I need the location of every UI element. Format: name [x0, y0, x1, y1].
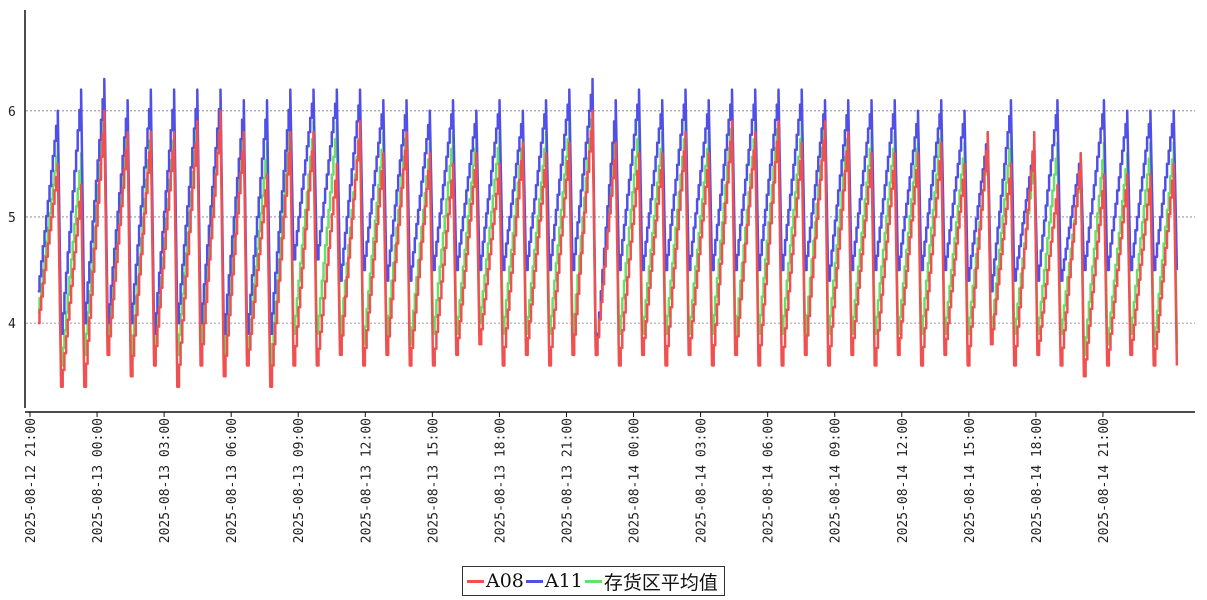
x-tick-label: 2025-08-14 06:00 — [762, 418, 777, 543]
x-tick-label: 2025-08-14 03:00 — [695, 418, 710, 543]
legend-swatch-average — [584, 579, 602, 583]
x-tick-label: 2025-08-14 15:00 — [963, 418, 978, 543]
legend-label-a08: A08 — [486, 570, 524, 592]
legend-swatch-a08 — [467, 579, 484, 583]
x-tick-label: 2025-08-13 00:00 — [91, 418, 106, 543]
x-tick-labels: 2025-08-12 21:00 2025-08-13 00:00 2025-08-… — [24, 412, 1112, 543]
x-tick-label: 2025-08-12 21:00 — [24, 418, 39, 543]
legend-item-a08: A08 — [467, 570, 524, 592]
x-tick-label: 2025-08-13 03:00 — [158, 418, 173, 543]
grid-lines — [26, 110, 1195, 324]
x-tick-label: 2025-08-14 21:00 — [1097, 418, 1112, 543]
y-tick-labels: 4 5 6 — [8, 105, 16, 332]
x-tick-label: 2025-08-13 12:00 — [359, 418, 374, 543]
legend-swatch-a11 — [525, 579, 543, 583]
y-tick-label: 5 — [8, 211, 16, 226]
y-tick-label: 4 — [8, 317, 16, 332]
legend-item-a11: A11 — [525, 570, 583, 592]
y-tick-label: 6 — [8, 105, 16, 120]
x-tick-label: 2025-08-14 12:00 — [896, 418, 911, 543]
x-tick-label: 2025-08-14 09:00 — [829, 418, 844, 543]
x-tick-label: 2025-08-13 15:00 — [426, 418, 441, 543]
x-tick-label: 2025-08-13 18:00 — [493, 418, 508, 543]
x-tick-label: 2025-08-13 06:00 — [225, 418, 240, 543]
axes — [24, 10, 1195, 413]
series-line-a08 — [37, 109, 1179, 389]
x-tick-label: 2025-08-13 21:00 — [560, 418, 575, 543]
legend: A08 A11 存货区平均值 — [462, 566, 725, 596]
x-tick-label: 2025-08-14 18:00 — [1030, 418, 1045, 543]
series-lines — [37, 77, 1179, 389]
x-tick-label: 2025-08-13 09:00 — [292, 418, 307, 543]
x-tick-label: 2025-08-14 00:00 — [628, 418, 643, 543]
legend-item-average: 存货区平均值 — [584, 568, 718, 595]
legend-label-average: 存货区平均值 — [603, 571, 718, 594]
legend-label-a11: A11 — [544, 570, 583, 592]
